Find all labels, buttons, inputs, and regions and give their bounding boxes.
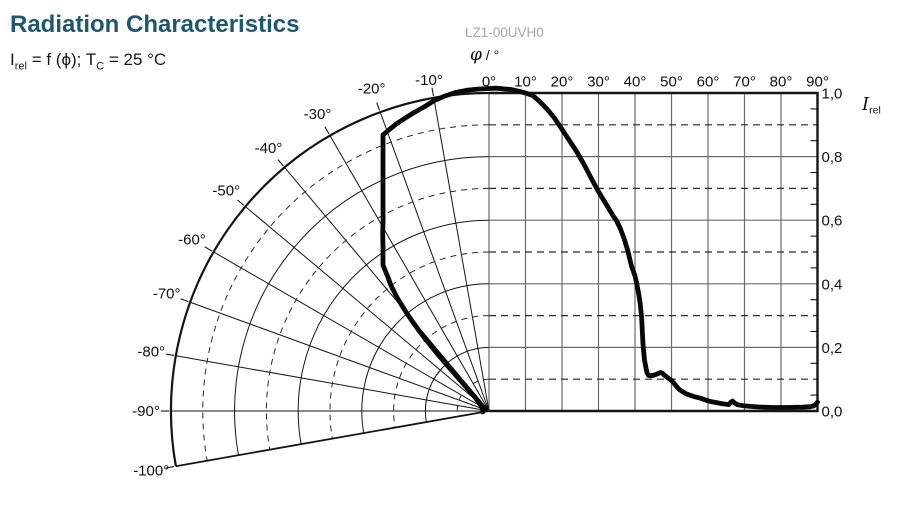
polar-tick-label: -80° (137, 343, 165, 360)
subtitle-subscript-c: C (96, 60, 105, 73)
x-tick-label: 30° (587, 74, 610, 91)
radiation-curve (380, 85, 820, 415)
polar-tick-label: -50° (212, 183, 240, 200)
y-tick-label: 0,0 (822, 404, 843, 421)
polar-tick-label: -20° (358, 81, 386, 98)
polar-arc-dashed (456, 378, 490, 417)
x-tick-label: 60° (697, 74, 720, 91)
polar-outer-tick (431, 87, 434, 97)
y-tick-label: 1,0 (822, 86, 843, 103)
page-title: Radiation Characteristics (10, 11, 300, 38)
cartesian-border (489, 91, 819, 413)
polar-arc-solid (234, 156, 490, 456)
polar-arc-solid (297, 219, 490, 445)
x-tick-label: 70° (733, 74, 756, 91)
polar-tick-label: -70° (153, 286, 181, 303)
y-tick-label: 0,8 (822, 149, 843, 166)
polar-arc-dashed (393, 315, 490, 428)
subtitle-subscript-rel: rel (14, 60, 27, 73)
y-tick-label: 0,6 (822, 213, 843, 230)
polar-tick-label: -90° (132, 403, 160, 420)
part-number-label: LZ1-00UVH0 (465, 25, 544, 40)
polar-spoke (245, 206, 490, 412)
x-axis-title: φ / ° (470, 45, 499, 65)
polar-outer-tick (277, 159, 284, 167)
polar-arc-solid (361, 283, 490, 434)
polar-tick-label: -30° (304, 106, 332, 123)
polar-outer-tick (165, 466, 175, 469)
polar-outer-tick (237, 199, 245, 206)
polar-tick-label: -100° (133, 463, 169, 480)
chart-condition-subtitle: Irel = f (ϕ); TC = 25 °C (10, 50, 167, 73)
x-tick-label: -10° (415, 72, 443, 89)
polar-outer-tick (180, 298, 189, 303)
polar-outer-arc (169, 91, 490, 467)
subtitle-temperature-text: = 25 °C (104, 50, 167, 69)
polar-outer-tick (324, 126, 330, 135)
polar-outer-tick (204, 246, 213, 252)
subtitle-symbol-i: I (10, 50, 15, 69)
subtitle-function-text: = f (ϕ); T (26, 50, 97, 69)
polar-boundary-spoke (175, 410, 490, 468)
chart-frame (169, 91, 819, 468)
x-tick-label: 40° (624, 74, 647, 91)
chart-labels: LZ1-00UVH0 φ / ° -10° 0° 10° 20° 30° 40° 50° 60° 7… (132, 25, 881, 480)
x-tick-label: 80° (770, 74, 793, 91)
x-tick-label: 90° (806, 74, 829, 91)
x-tick-label: 10° (514, 74, 537, 91)
y-tick-label: 0,2 (822, 340, 843, 357)
x-tick-label: 0° (482, 74, 496, 91)
cartesian-grid (488, 93, 818, 411)
polar-outer-tick (376, 102, 381, 111)
tick-marks (160, 87, 817, 469)
polar-origin-dot (481, 405, 489, 412)
polar-spoke (329, 135, 490, 412)
y-axis-title: Irel (861, 94, 881, 117)
x-tick-label: 20° (551, 74, 574, 91)
polar-grid (171, 97, 490, 461)
polar-outer-tick (165, 353, 175, 356)
polar-tick-label: -40° (255, 140, 283, 157)
series-group (380, 85, 820, 415)
polar-tick-label: -60° (178, 232, 206, 249)
polar-arc-dashed (265, 187, 490, 450)
x-tick-label: 50° (660, 74, 683, 91)
polar-spoke (190, 301, 490, 412)
polar-arc-solid (424, 346, 490, 423)
y-tick-label: 0,4 (822, 276, 843, 293)
